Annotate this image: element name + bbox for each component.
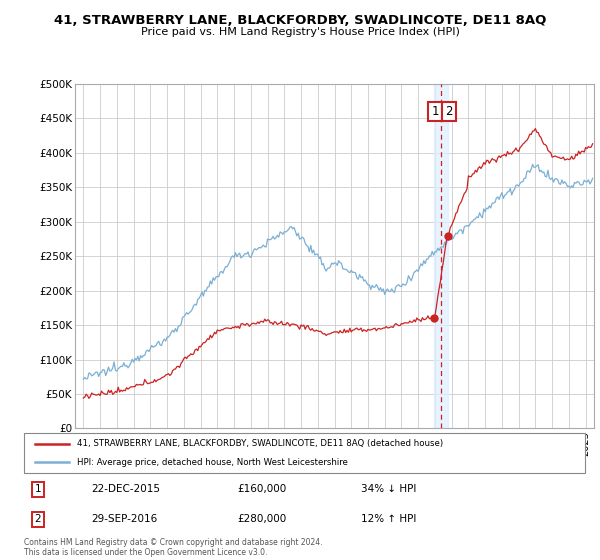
Text: 41, STRAWBERRY LANE, BLACKFORDBY, SWADLINCOTE, DE11 8AQ (detached house): 41, STRAWBERRY LANE, BLACKFORDBY, SWADLI… — [77, 439, 443, 448]
Text: 22-DEC-2015: 22-DEC-2015 — [91, 484, 160, 494]
Text: 41, STRAWBERRY LANE, BLACKFORDBY, SWADLINCOTE, DE11 8AQ: 41, STRAWBERRY LANE, BLACKFORDBY, SWADLI… — [54, 14, 546, 27]
Text: 1: 1 — [35, 484, 41, 494]
Text: HPI: Average price, detached house, North West Leicestershire: HPI: Average price, detached house, Nort… — [77, 458, 348, 467]
Bar — [434, 84, 448, 428]
Text: 1: 1 — [431, 105, 439, 118]
Text: 34% ↓ HPI: 34% ↓ HPI — [361, 484, 416, 494]
Text: 2: 2 — [445, 105, 453, 118]
Text: 12% ↑ HPI: 12% ↑ HPI — [361, 514, 416, 524]
Text: 29-SEP-2016: 29-SEP-2016 — [91, 514, 158, 524]
Text: 2: 2 — [35, 514, 41, 524]
Text: Price paid vs. HM Land Registry's House Price Index (HPI): Price paid vs. HM Land Registry's House … — [140, 27, 460, 37]
Text: £280,000: £280,000 — [237, 514, 286, 524]
FancyBboxPatch shape — [24, 433, 585, 473]
Text: £160,000: £160,000 — [237, 484, 286, 494]
Text: Contains HM Land Registry data © Crown copyright and database right 2024.
This d: Contains HM Land Registry data © Crown c… — [24, 538, 323, 557]
